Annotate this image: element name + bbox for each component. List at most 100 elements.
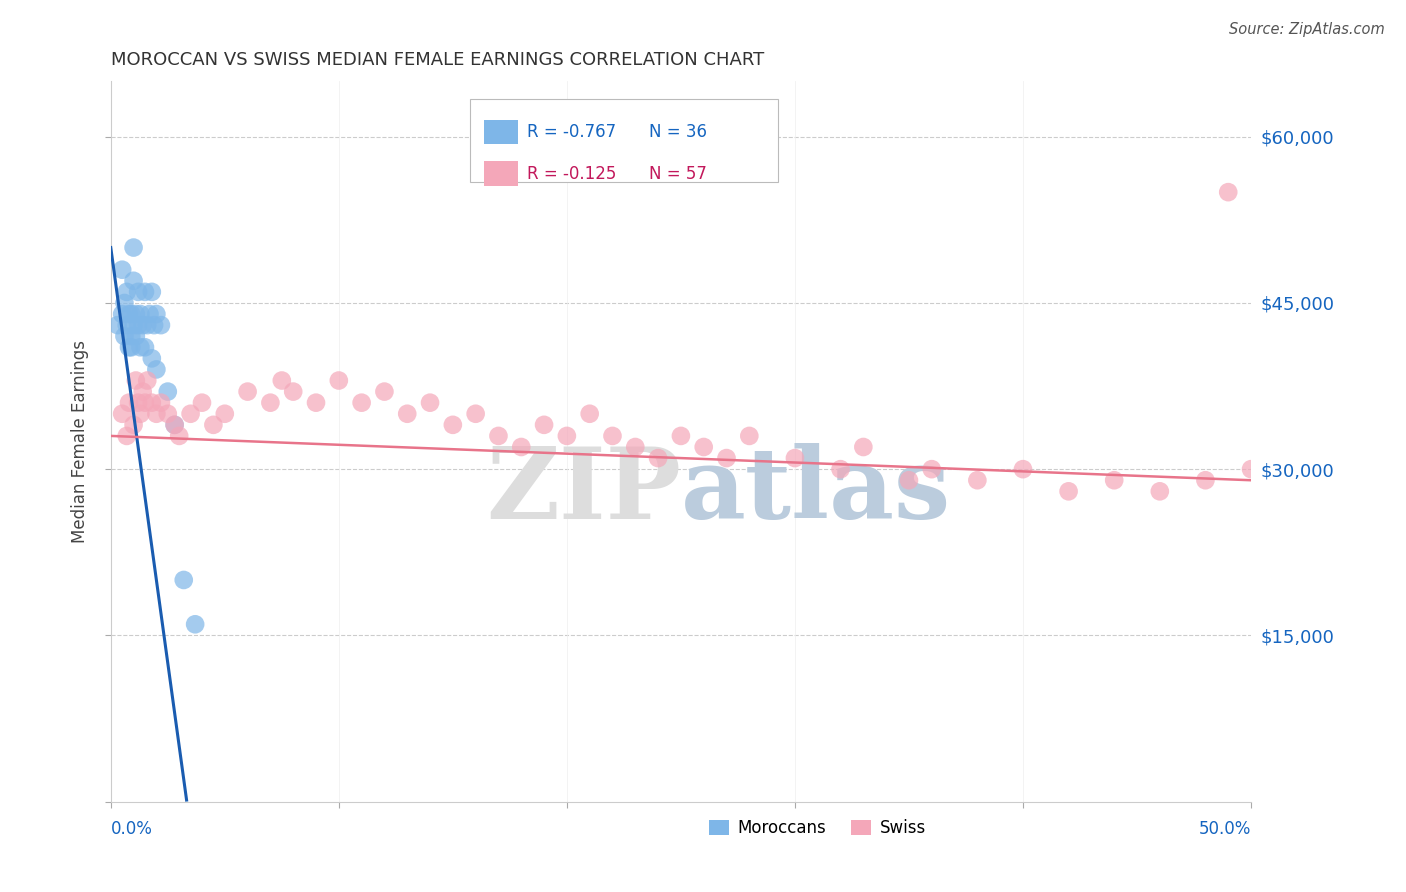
Point xyxy=(115,429,138,443)
Text: MOROCCAN VS SWISS MEDIAN FEMALE EARNINGS CORRELATION CHART: MOROCCAN VS SWISS MEDIAN FEMALE EARNINGS… xyxy=(111,51,763,69)
Point xyxy=(464,407,486,421)
Point xyxy=(122,274,145,288)
Point xyxy=(693,440,716,454)
Text: ZIP: ZIP xyxy=(486,443,681,541)
Point xyxy=(396,407,419,421)
Point xyxy=(156,407,179,421)
Point xyxy=(138,307,160,321)
Point xyxy=(120,329,142,343)
Point xyxy=(141,351,163,366)
Point xyxy=(111,262,134,277)
Bar xyxy=(470,99,778,182)
Point xyxy=(602,429,624,443)
Point xyxy=(1218,185,1240,199)
Point xyxy=(136,374,159,388)
Point xyxy=(966,473,988,487)
Point xyxy=(236,384,259,399)
Point xyxy=(125,329,148,343)
Point xyxy=(145,307,167,321)
Point xyxy=(143,318,166,332)
Point xyxy=(127,318,149,332)
Text: R = -0.125: R = -0.125 xyxy=(527,165,616,183)
Point xyxy=(141,285,163,299)
Point xyxy=(1102,473,1125,487)
Point xyxy=(122,318,145,332)
Point xyxy=(118,395,141,409)
Text: 50.0%: 50.0% xyxy=(1199,820,1251,838)
Point xyxy=(1240,462,1263,476)
Text: N = 36: N = 36 xyxy=(650,123,707,141)
Point xyxy=(1012,462,1035,476)
Point xyxy=(897,473,920,487)
Point xyxy=(118,340,141,354)
Point xyxy=(122,241,145,255)
Legend: Moroccans, Swiss: Moroccans, Swiss xyxy=(703,813,932,844)
Point xyxy=(120,307,142,321)
Point xyxy=(533,417,555,432)
Point xyxy=(134,395,156,409)
Point xyxy=(373,384,395,399)
Point xyxy=(716,451,738,466)
Point xyxy=(669,429,692,443)
Point xyxy=(145,362,167,376)
Point xyxy=(115,285,138,299)
Point xyxy=(115,318,138,332)
Text: Source: ZipAtlas.com: Source: ZipAtlas.com xyxy=(1229,22,1385,37)
Point xyxy=(419,395,441,409)
Point xyxy=(118,307,141,321)
Point xyxy=(149,318,172,332)
Text: 0.0%: 0.0% xyxy=(111,820,153,838)
Point xyxy=(283,384,305,399)
Point xyxy=(131,318,153,332)
Point xyxy=(1194,473,1216,487)
Point xyxy=(441,417,464,432)
Point xyxy=(783,451,806,466)
Point xyxy=(114,296,136,310)
Point xyxy=(510,440,533,454)
Point xyxy=(114,329,136,343)
Point xyxy=(131,384,153,399)
Point xyxy=(167,429,190,443)
Point xyxy=(214,407,236,421)
Point xyxy=(173,573,195,587)
Point xyxy=(921,462,943,476)
Point xyxy=(111,307,134,321)
Point xyxy=(129,340,152,354)
Point xyxy=(202,417,225,432)
Point xyxy=(129,307,152,321)
Text: N = 57: N = 57 xyxy=(650,165,707,183)
Point xyxy=(163,417,186,432)
Point xyxy=(122,417,145,432)
Point xyxy=(488,429,510,443)
Point xyxy=(1149,484,1171,499)
Point xyxy=(328,374,350,388)
Point xyxy=(624,440,647,454)
Point xyxy=(163,417,186,432)
Point xyxy=(127,395,149,409)
Point xyxy=(107,318,129,332)
Point xyxy=(127,285,149,299)
Point xyxy=(830,462,852,476)
Point xyxy=(259,395,281,409)
Point xyxy=(852,440,875,454)
Bar xyxy=(484,120,517,145)
Point xyxy=(120,340,142,354)
Point xyxy=(136,318,159,332)
Point xyxy=(145,407,167,421)
Point xyxy=(180,407,202,421)
Point xyxy=(184,617,207,632)
Point xyxy=(270,374,292,388)
Bar xyxy=(484,161,517,186)
Y-axis label: Median Female Earnings: Median Female Earnings xyxy=(72,340,89,543)
Point xyxy=(111,407,134,421)
Point xyxy=(125,307,148,321)
Point xyxy=(578,407,600,421)
Point xyxy=(129,407,152,421)
Point xyxy=(141,395,163,409)
Point xyxy=(350,395,373,409)
Point xyxy=(134,340,156,354)
Point xyxy=(125,374,148,388)
Point xyxy=(647,451,669,466)
Point xyxy=(738,429,761,443)
Point xyxy=(156,384,179,399)
